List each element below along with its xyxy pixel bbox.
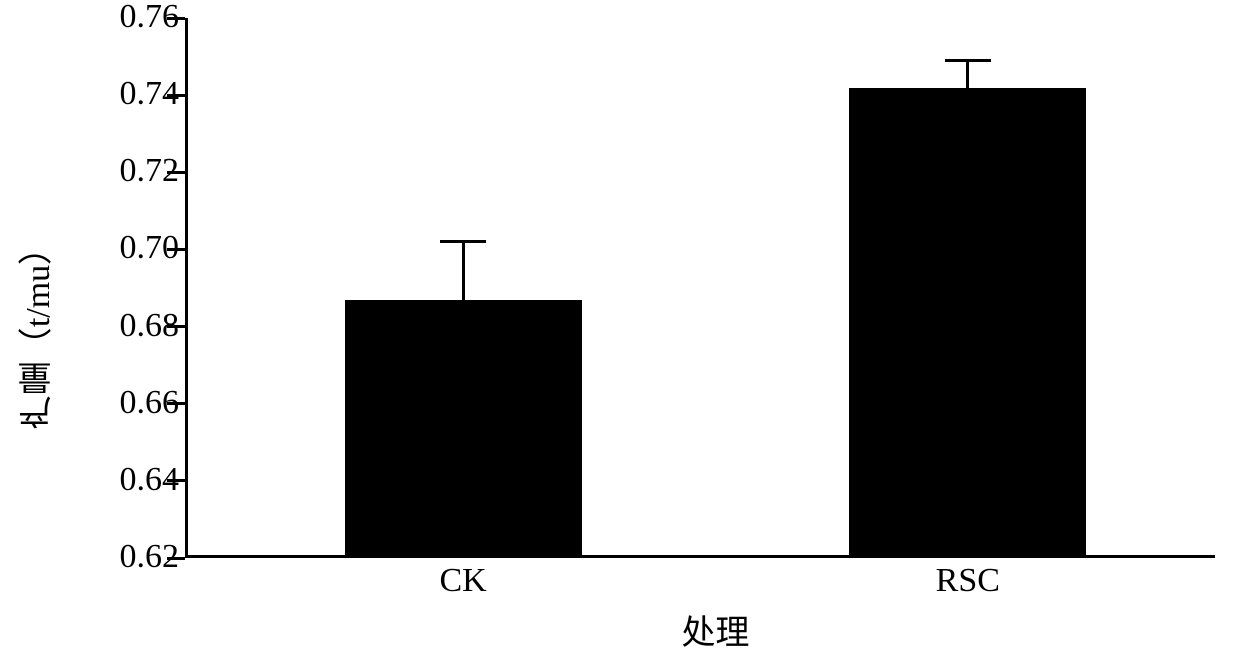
y-tick-label: 0.64 <box>79 461 179 499</box>
y-axis-title: 产量（t/mu） <box>14 230 63 428</box>
plot-area <box>185 18 1215 558</box>
y-tick-label: 0.74 <box>79 75 179 113</box>
bar-ck <box>345 300 582 555</box>
x-category-label: CK <box>439 562 486 600</box>
bar-rsc <box>849 88 1086 555</box>
error-whisker <box>462 242 465 304</box>
y-tick-label: 0.72 <box>79 152 179 190</box>
y-tick-label: 0.70 <box>79 229 179 267</box>
y-axis-line <box>185 18 188 558</box>
error-cap <box>440 240 486 243</box>
x-axis-line <box>185 555 1215 558</box>
error-whisker <box>966 60 969 91</box>
x-axis-title: 处理 <box>681 605 749 654</box>
bar-chart: 产量（t/mu） 处理 0.62 0.64 0.66 0.68 0.70 0.72 0.74… <box>0 0 1239 659</box>
y-tick-label: 0.68 <box>79 307 179 345</box>
x-category-label: RSC <box>936 562 1000 600</box>
y-tick-label: 0.62 <box>79 538 179 576</box>
y-tick-label: 0.76 <box>79 0 179 36</box>
error-cap <box>945 59 991 62</box>
y-tick-label: 0.66 <box>79 384 179 422</box>
